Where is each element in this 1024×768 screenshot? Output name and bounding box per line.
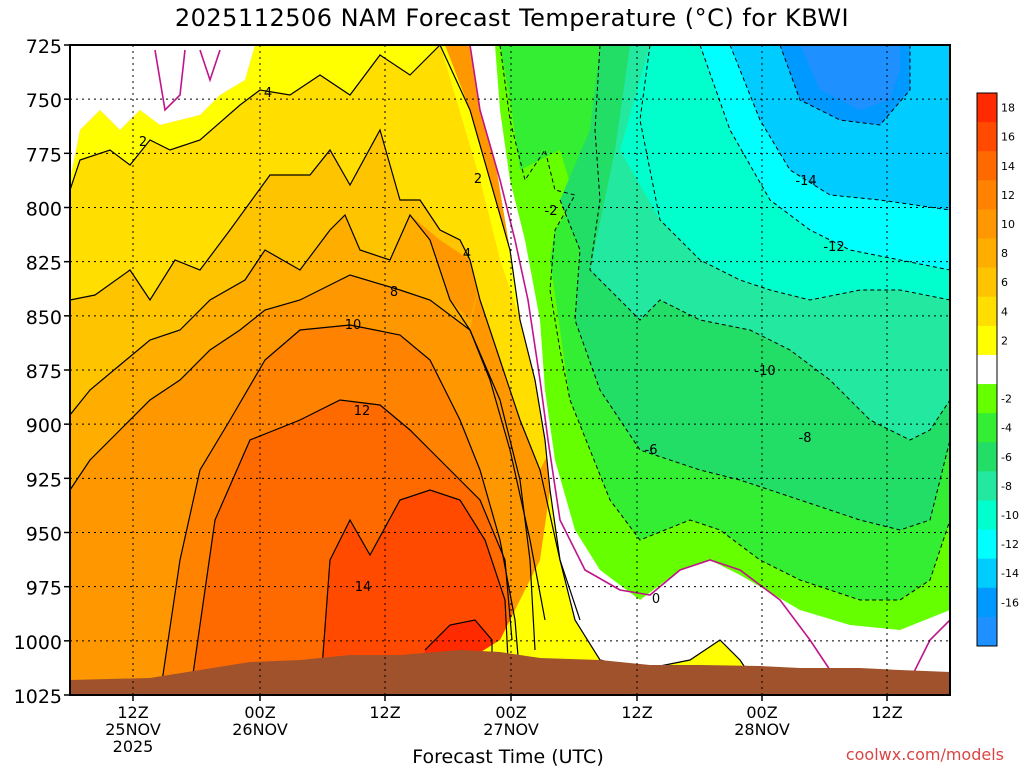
contour-label: 0: [652, 592, 660, 607]
y-tick-label: 775: [26, 144, 62, 166]
x-tick-label: 26NOV: [232, 720, 288, 739]
contour-label: -8: [799, 431, 812, 446]
x-tick-label: 27NOV: [483, 720, 539, 739]
colorbar-label: -10: [1001, 509, 1019, 522]
x-tick-label: 2025: [113, 737, 154, 756]
y-tick-label: 800: [26, 199, 62, 221]
colorbar-label: 10: [1001, 218, 1015, 231]
terrain: [70, 650, 950, 695]
contour-label: 4: [264, 86, 272, 101]
contour-label: 4: [463, 247, 471, 262]
colorbar-label: -6: [1001, 451, 1012, 464]
field-minus18: [800, 45, 900, 110]
y-tick-label: 850: [26, 307, 62, 329]
contour-label: 8: [390, 285, 398, 300]
x-tick-label: 12Z: [369, 703, 400, 722]
colorbar-swatch: [977, 296, 997, 327]
contour-label: -14: [795, 174, 816, 189]
zero-contours: [154, 45, 950, 681]
contour-label: 14: [355, 580, 372, 595]
colorbar-swatch: [977, 442, 997, 472]
colorbar-swatch: [977, 616, 997, 647]
y-axis: 725 750 775 800 825 850 875 900 925 950 975 1000 102…: [14, 36, 70, 708]
x-tick-label: 12Z: [871, 703, 902, 722]
colorbar-swatch: [977, 587, 997, 618]
colorbar-swatch: [977, 122, 997, 152]
y-tick-label: 725: [26, 36, 62, 58]
field-6: [70, 130, 470, 415]
field-8: [70, 215, 480, 490]
gridlines: [70, 45, 950, 695]
colorbar-label: 12: [1001, 189, 1015, 202]
chart-title: 2025112506 NAM Forecast Temperature (°C)…: [174, 4, 850, 32]
colorbar-swatch: [977, 151, 997, 181]
x-tick-label: 12Z: [117, 703, 148, 722]
colorbar-label: 6: [1001, 276, 1008, 289]
contour-label: -12: [823, 240, 844, 255]
colorbar-swatch: [977, 325, 997, 356]
contour-label: -6: [645, 443, 658, 458]
colorbar-label: 4: [1001, 305, 1008, 318]
field-16: [425, 620, 492, 660]
y-tick-label: 1000: [14, 632, 62, 654]
y-tick-label: 925: [26, 469, 62, 491]
colorbar-label: -16: [1001, 596, 1019, 609]
colorbar-swatch: [977, 180, 997, 210]
field-4: [70, 45, 550, 470]
contour-label: 2: [139, 135, 147, 150]
colorbar-frame: [976, 92, 998, 647]
x-tick-label: 12Z: [621, 703, 652, 722]
contour-label: -2: [545, 204, 558, 219]
colorbar-swatch: [977, 471, 997, 501]
contour-label: 12: [354, 404, 371, 419]
x-tick-label: 00Z: [746, 703, 777, 722]
colorbar-label: 8: [1001, 247, 1008, 260]
y-tick-label: 1025: [14, 686, 62, 708]
colorbar-label: -8: [1001, 480, 1012, 493]
colorbar-label: -12: [1001, 538, 1019, 551]
colorbar-swatch: [977, 384, 997, 414]
colorbar-label: 16: [1001, 131, 1015, 144]
contour-label: -10: [754, 364, 775, 379]
credit-text: coolwx.com/models: [845, 745, 1004, 764]
field-0-mid: [470, 45, 950, 695]
colorbar-swatch: [977, 238, 997, 269]
warm-contours: [70, 45, 761, 695]
colorbar-swatch: [977, 354, 997, 385]
x-axis-title: Forecast Time (UTC): [412, 746, 604, 768]
y-tick-label: 875: [26, 361, 62, 383]
colorbar-label: -4: [1001, 422, 1012, 435]
y-tick-label: 950: [26, 524, 62, 546]
x-tick-label: 28NOV: [734, 720, 790, 739]
x-tick-label: 00Z: [495, 703, 526, 722]
contour-label: 10: [345, 318, 362, 333]
y-tick-label: 900: [26, 415, 62, 437]
contour-labels: 2 4 4 2 -2 8 10 12 14 -14 -12 -10 -8 -6 0: [139, 86, 845, 607]
colorbar-label: 18: [1001, 102, 1015, 115]
x-tick-label: 25NOV: [105, 720, 161, 739]
colorbar-swatch: [977, 500, 997, 531]
cold-contours: [499, 45, 950, 601]
colorbar-swatch: [977, 93, 997, 123]
contour-label: 2: [474, 172, 482, 187]
colorbar-label: 2: [1001, 334, 1008, 347]
y-tick-label: 975: [26, 578, 62, 600]
colorbar-label: 14: [1001, 160, 1015, 173]
colorbar-label: -14: [1001, 567, 1019, 580]
colorbar-swatch: [977, 413, 997, 443]
y-tick-label: 750: [26, 90, 62, 112]
colorbar-swatch: [977, 558, 997, 589]
colorbar: 18 16 14 12 10 8 6 4 2 -2 -4 -6 -8 -10 -12 -14 -16: [976, 92, 1019, 647]
x-tick-label: 00Z: [244, 703, 275, 722]
colorbar-swatch: [977, 529, 997, 560]
colorbar-label: -2: [1001, 393, 1012, 406]
colorbar-swatch: [977, 209, 997, 240]
colorbar-swatch: [977, 267, 997, 298]
y-tick-label: 825: [26, 253, 62, 275]
